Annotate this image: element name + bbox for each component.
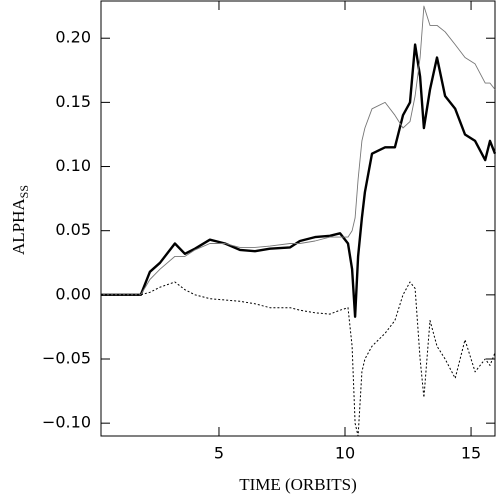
y-axis-label-sub: SS xyxy=(17,185,31,198)
y-tick-label: 0.05 xyxy=(55,220,91,239)
x-tick-label: 10 xyxy=(335,444,355,463)
y-tick-label: 0.10 xyxy=(55,156,91,175)
y-axis-label-main: ALPHA xyxy=(9,198,28,255)
y-tick-label: 0.15 xyxy=(55,92,91,111)
x-tick-label: 15 xyxy=(461,444,481,463)
x-axis-label: TIME (ORBITS) xyxy=(239,475,357,494)
series-line xyxy=(101,281,496,437)
plot-frame xyxy=(100,0,496,437)
y-tick-label: 0.20 xyxy=(55,28,91,47)
x-tick-label: 5 xyxy=(214,444,224,463)
series-line xyxy=(101,43,496,318)
y-tick-label: −0.05 xyxy=(42,349,91,368)
series-line xyxy=(101,5,496,296)
y-tick-label: 0.00 xyxy=(55,284,91,303)
y-axis-label: ALPHASS xyxy=(9,185,31,255)
y-tick-label: −0.10 xyxy=(42,413,91,432)
